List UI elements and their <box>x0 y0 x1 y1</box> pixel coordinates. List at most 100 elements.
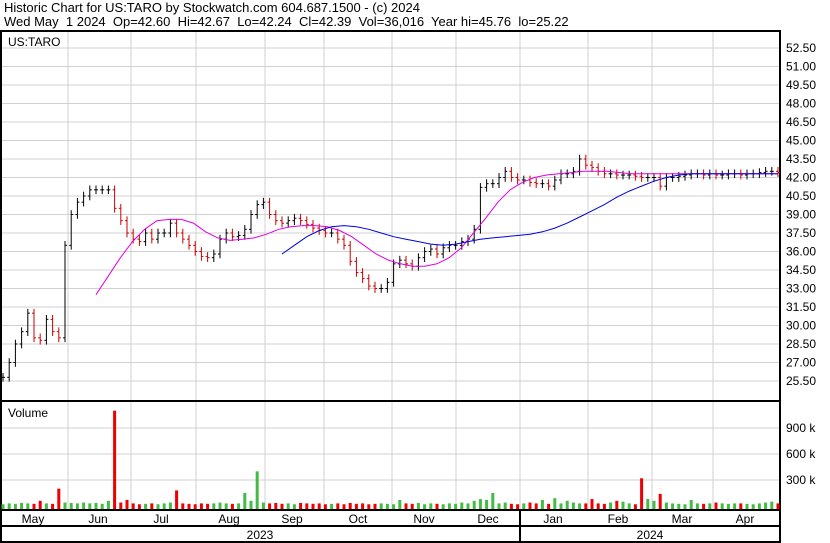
volume-bar <box>503 502 507 509</box>
month-label: Nov <box>413 512 434 526</box>
volume-bar <box>144 503 148 509</box>
volume-bar <box>565 500 569 509</box>
volume-bar <box>113 410 117 509</box>
volume-bar <box>7 503 11 509</box>
moving-average-long <box>281 173 778 255</box>
y-tick-label: 42.00 <box>786 171 816 185</box>
volume-bar <box>627 503 631 509</box>
volume-bar <box>373 503 377 509</box>
volume-bar <box>702 503 706 509</box>
volume-bar <box>255 471 259 509</box>
volume-bar <box>398 499 402 509</box>
volume-bar <box>100 503 104 509</box>
y-tick-label: 51.00 <box>786 60 816 74</box>
volume-bar <box>125 499 129 509</box>
volume-bar <box>181 503 185 509</box>
month-label: Oct <box>349 512 368 526</box>
y-tick-label: 49.50 <box>786 78 816 92</box>
y-tick-label: 36.00 <box>786 245 816 259</box>
volume-bar <box>249 500 253 509</box>
volume-bar <box>590 499 594 509</box>
volume-bar <box>609 502 613 509</box>
volume-bar <box>311 503 315 509</box>
volume-bar <box>757 503 761 509</box>
volume-bar <box>416 502 420 509</box>
y-tick-label: 28.50 <box>786 337 816 351</box>
volume-bar <box>137 504 141 509</box>
month-label: Jul <box>153 512 168 526</box>
volume-tick-label: 900 k <box>786 421 816 435</box>
volume-bar <box>404 503 408 509</box>
volume-panel <box>0 400 781 511</box>
volume-bar <box>745 503 749 509</box>
volume-bar <box>392 504 396 509</box>
volume-bar <box>156 504 160 509</box>
y-tick-label: 52.50 <box>786 41 816 55</box>
volume-bar <box>305 503 309 509</box>
y-tick-label: 48.00 <box>786 97 816 111</box>
volume-bar <box>51 503 55 509</box>
volume-bar <box>447 503 451 509</box>
volume-bar <box>286 503 290 509</box>
volume-bar <box>677 503 681 509</box>
y-tick-label: 45.00 <box>786 134 816 148</box>
volume-bar <box>230 503 234 509</box>
month-label: Mar <box>672 512 693 526</box>
volume-bar <box>26 503 30 509</box>
volume-bar <box>199 503 203 509</box>
y-tick-label: 43.50 <box>786 152 816 166</box>
price-panel <box>0 30 781 402</box>
chart-title: Historic Chart for US:TARO by Stockwatch… <box>4 0 420 15</box>
y-tick-label: 31.50 <box>786 300 816 314</box>
volume-bar <box>596 503 600 509</box>
volume-bar <box>571 502 575 509</box>
month-label: Aug <box>218 512 239 526</box>
volume-bar <box>429 503 433 509</box>
volume-bar <box>32 503 36 509</box>
volume-bar <box>466 503 470 509</box>
volume-bar <box>69 502 73 509</box>
volume-bar <box>776 503 780 509</box>
month-label: Dec <box>477 512 498 526</box>
volume-bar <box>206 503 210 509</box>
volume-bar <box>268 503 272 509</box>
volume-bar <box>547 503 551 509</box>
volume-bar <box>658 493 662 509</box>
volume-bar <box>528 502 532 509</box>
volume-bar <box>168 502 172 509</box>
volume-bar <box>13 503 17 509</box>
volume-bar <box>478 499 482 509</box>
volume-bar <box>274 502 278 509</box>
volume-bar <box>336 503 340 509</box>
volume-bar <box>615 500 619 509</box>
month-axis <box>0 509 781 527</box>
volume-bar <box>150 503 154 509</box>
volume-bar <box>460 502 464 509</box>
month-label: May <box>22 512 45 526</box>
volume-bar <box>553 498 557 509</box>
volume-bar <box>292 504 296 509</box>
volume-bar <box>664 502 668 509</box>
volume-bar <box>491 493 495 509</box>
month-label: Jan <box>543 512 562 526</box>
volume-bar <box>354 503 358 509</box>
month-label: Apr <box>736 512 755 526</box>
volume-bar <box>764 502 768 509</box>
year-label: 2023 <box>247 528 274 542</box>
y-tick-label: 25.50 <box>786 374 816 388</box>
volume-bar <box>652 500 656 509</box>
month-label: Sep <box>281 512 303 526</box>
volume-bar <box>633 504 637 509</box>
volume-bar <box>82 502 86 509</box>
volume-bar <box>57 488 61 509</box>
volume-bar <box>708 503 712 509</box>
volume-bar <box>299 502 303 509</box>
volume-bar <box>695 503 699 509</box>
volume-bar <box>261 502 265 509</box>
volume-bar <box>20 502 24 509</box>
year-label: 2024 <box>637 528 664 542</box>
volume-bar <box>44 503 48 509</box>
volume-tick-label: 600 k <box>786 447 816 461</box>
volume-bar <box>75 503 79 509</box>
